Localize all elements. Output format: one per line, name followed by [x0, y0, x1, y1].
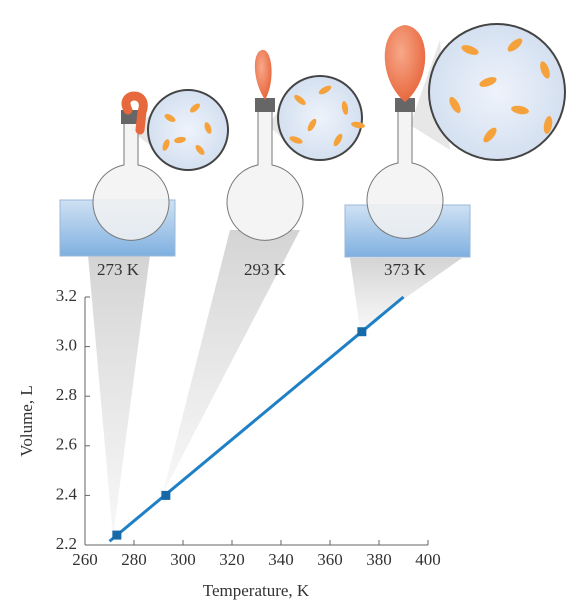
- y-tick-label: 2.8: [56, 385, 77, 404]
- y-tick-label: 2.2: [56, 534, 77, 553]
- y-tick-label: 2.4: [56, 484, 78, 503]
- data-point: [161, 490, 171, 500]
- annotation: 373 K: [384, 260, 427, 279]
- balloon: [121, 91, 148, 135]
- molecules: [289, 85, 365, 147]
- x-tick-label: 380: [366, 550, 392, 569]
- data-line: [108, 295, 405, 543]
- projection-cone: [163, 230, 300, 493]
- y-tick-label: 2.6: [56, 435, 77, 454]
- flask: [92, 121, 170, 241]
- flask: [226, 109, 304, 241]
- x-tick-label: 340: [268, 550, 294, 569]
- x-tick-label: 400: [415, 550, 441, 569]
- x-tick-label: 320: [219, 550, 245, 569]
- illustration: [59, 23, 566, 537]
- y-tick-label: 3.0: [56, 336, 77, 355]
- y-tick-label: 3.2: [56, 286, 77, 305]
- y-axis-label: Volume, L: [17, 385, 36, 456]
- projection-cone: [88, 255, 150, 537]
- data-point: [112, 530, 122, 540]
- flask: [366, 109, 444, 239]
- molecules: [162, 103, 212, 155]
- molecules: [449, 38, 553, 143]
- x-tick-label: 300: [170, 550, 196, 569]
- zoom-circle: [428, 23, 566, 161]
- balloon: [384, 25, 426, 102]
- annotation: 293 K: [244, 260, 287, 279]
- data-point: [357, 327, 367, 337]
- zoom-circle: [147, 89, 229, 171]
- annotation: 273 K: [97, 260, 140, 279]
- stopper: [255, 98, 275, 112]
- x-axis-label: Temperature, K: [203, 581, 310, 600]
- x-tick-label: 280: [121, 550, 147, 569]
- projection-cone: [350, 258, 462, 330]
- balloon: [254, 49, 272, 100]
- x-tick-label: 260: [72, 550, 98, 569]
- stopper: [395, 98, 415, 112]
- zoom-circle: [277, 75, 363, 161]
- x-tick-label: 360: [317, 550, 343, 569]
